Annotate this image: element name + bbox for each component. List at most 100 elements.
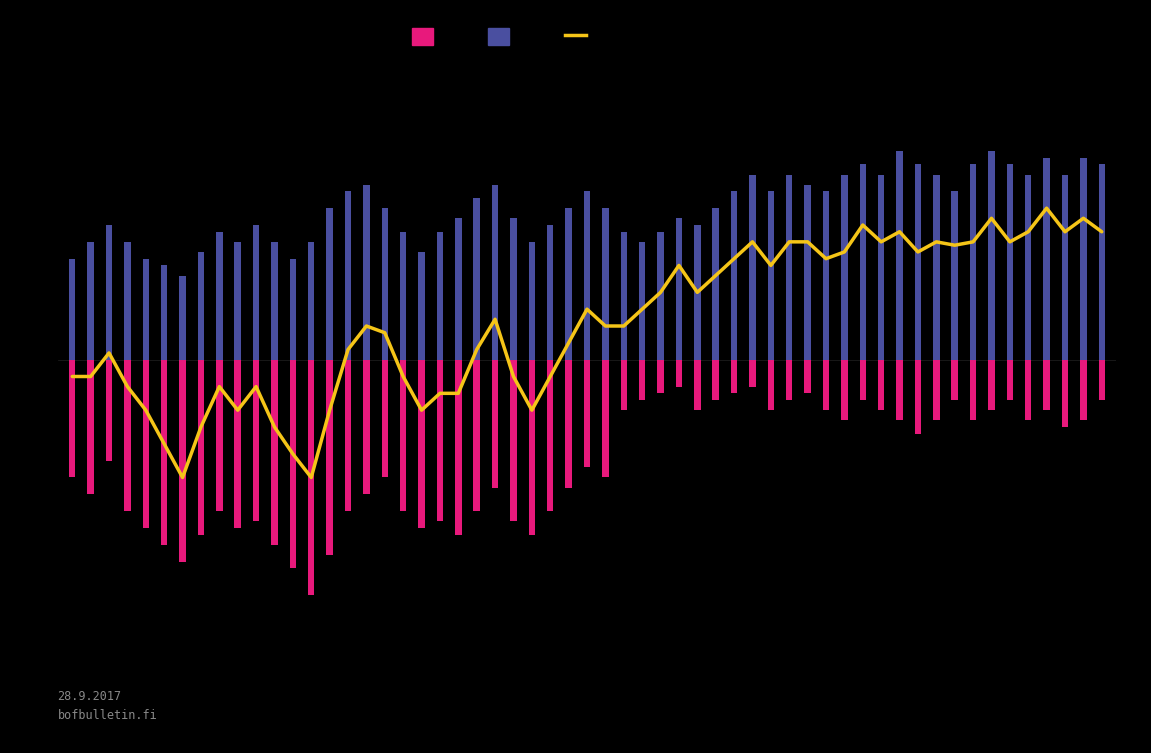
Bar xyxy=(106,360,113,461)
Bar xyxy=(878,360,884,410)
Bar xyxy=(364,184,369,360)
Bar xyxy=(528,242,535,360)
Bar xyxy=(290,259,296,360)
Bar xyxy=(970,164,976,360)
Bar xyxy=(1026,175,1031,360)
Bar xyxy=(657,360,664,393)
Bar xyxy=(161,265,167,360)
Bar xyxy=(272,360,277,545)
Bar xyxy=(198,252,204,360)
Bar xyxy=(694,360,701,410)
Bar xyxy=(805,360,810,393)
Bar xyxy=(253,225,259,360)
Bar xyxy=(69,360,76,477)
Bar xyxy=(87,360,94,494)
Bar xyxy=(860,164,866,360)
Bar xyxy=(1098,360,1105,400)
Bar xyxy=(436,360,443,521)
Bar xyxy=(180,276,185,360)
Bar xyxy=(749,175,756,360)
Bar xyxy=(364,360,369,494)
Bar xyxy=(860,360,866,400)
Bar xyxy=(418,252,425,360)
Bar xyxy=(768,360,775,410)
Bar xyxy=(897,151,902,360)
Bar xyxy=(952,191,958,360)
Bar xyxy=(510,218,517,360)
Bar xyxy=(970,360,976,420)
Bar xyxy=(473,360,480,511)
Bar xyxy=(345,191,351,360)
Bar xyxy=(124,242,130,360)
Bar xyxy=(602,208,609,360)
Bar xyxy=(106,225,113,360)
Bar xyxy=(87,242,94,360)
Bar xyxy=(1044,360,1050,410)
Bar xyxy=(253,360,259,521)
Bar xyxy=(272,242,277,360)
Bar xyxy=(1061,175,1068,360)
Bar xyxy=(327,360,333,555)
Bar xyxy=(731,360,738,393)
Legend: , , : , , xyxy=(406,23,599,50)
Bar xyxy=(841,175,847,360)
Bar xyxy=(786,175,792,360)
Bar xyxy=(455,218,462,360)
Bar xyxy=(565,208,572,360)
Bar xyxy=(841,360,847,420)
Bar xyxy=(399,232,406,360)
Bar xyxy=(1098,164,1105,360)
Bar xyxy=(235,360,241,528)
Bar xyxy=(1080,360,1087,420)
Bar xyxy=(436,232,443,360)
Bar xyxy=(712,360,719,400)
Bar xyxy=(1007,360,1013,400)
Bar xyxy=(676,218,683,360)
Bar xyxy=(327,208,333,360)
Bar xyxy=(455,360,462,535)
Bar xyxy=(473,198,480,360)
Bar xyxy=(382,208,388,360)
Bar xyxy=(216,232,222,360)
Bar xyxy=(565,360,572,488)
Bar xyxy=(620,232,627,360)
Bar xyxy=(952,360,958,400)
Bar xyxy=(786,360,792,400)
Bar xyxy=(712,208,719,360)
Bar xyxy=(584,191,590,360)
Bar xyxy=(345,360,351,511)
Bar xyxy=(382,360,388,477)
Bar xyxy=(989,151,994,360)
Bar xyxy=(639,360,646,400)
Bar xyxy=(547,225,554,360)
Bar xyxy=(308,360,314,596)
Bar xyxy=(491,184,498,360)
Bar xyxy=(547,360,554,511)
Bar xyxy=(1061,360,1068,427)
Bar xyxy=(731,191,738,360)
Bar xyxy=(915,360,921,434)
Bar xyxy=(897,360,902,420)
Bar xyxy=(216,360,222,511)
Bar xyxy=(143,259,148,360)
Bar xyxy=(805,184,810,360)
Bar xyxy=(749,360,756,386)
Bar xyxy=(823,360,829,410)
Bar xyxy=(180,360,185,562)
Bar xyxy=(823,191,829,360)
Bar xyxy=(933,175,939,360)
Bar xyxy=(1026,360,1031,420)
Bar xyxy=(933,360,939,420)
Bar xyxy=(235,242,241,360)
Bar xyxy=(1044,157,1050,360)
Bar xyxy=(528,360,535,535)
Bar xyxy=(620,360,627,410)
Bar xyxy=(143,360,148,528)
Bar xyxy=(676,360,683,386)
Bar xyxy=(602,360,609,477)
Bar xyxy=(399,360,406,511)
Bar xyxy=(878,175,884,360)
Bar xyxy=(491,360,498,488)
Bar xyxy=(1080,157,1087,360)
Bar xyxy=(308,242,314,360)
